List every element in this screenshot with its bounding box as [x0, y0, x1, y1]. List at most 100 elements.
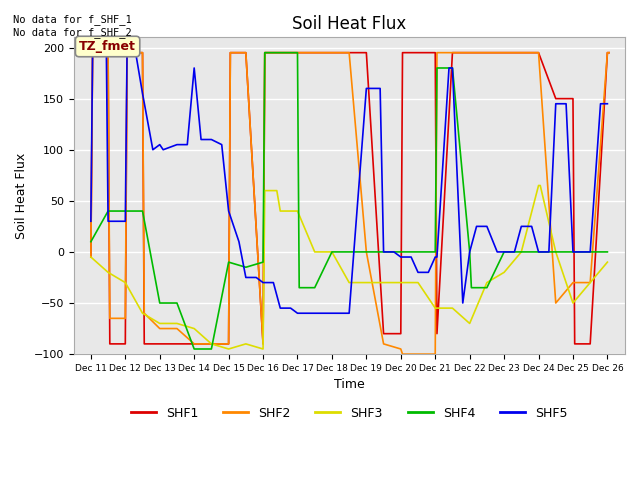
SHF2	[106, 315, 114, 321]
SHF4	[225, 259, 232, 265]
SHF2	[414, 351, 422, 357]
Line: SHF4: SHF4	[91, 53, 607, 349]
SHF4	[397, 249, 404, 255]
SHF2	[242, 50, 250, 56]
SHF2	[225, 341, 232, 347]
SHF1	[483, 50, 491, 56]
SHF2	[569, 280, 577, 286]
SHF3	[87, 254, 95, 260]
SHF3	[586, 280, 594, 286]
SHF4	[328, 249, 336, 255]
SHF1	[449, 50, 456, 56]
SHF1	[259, 341, 267, 347]
SHF1	[569, 96, 577, 102]
SHF3	[156, 321, 164, 326]
SHF4	[296, 285, 303, 290]
SHF4	[346, 249, 353, 255]
SHF3	[190, 325, 198, 331]
SHF2	[140, 311, 148, 316]
SHF2	[156, 325, 164, 331]
SHF2	[311, 50, 319, 56]
SHF1	[123, 50, 131, 56]
SHF5	[294, 311, 301, 316]
Line: SHF5: SHF5	[91, 53, 607, 313]
SHF2	[259, 341, 267, 347]
SHF4	[122, 208, 129, 214]
SHF5	[604, 101, 611, 107]
SHF3	[362, 280, 370, 286]
SHF2	[433, 50, 441, 56]
SHF4	[380, 249, 387, 255]
Line: SHF1: SHF1	[91, 53, 609, 344]
SHF1	[552, 96, 559, 102]
SHF4	[259, 259, 267, 265]
SHF3	[276, 208, 284, 214]
SHF3	[242, 341, 250, 347]
SHF2	[227, 50, 234, 56]
SHF2	[604, 50, 611, 56]
SHF4	[311, 285, 319, 290]
SHF1	[362, 50, 370, 56]
SHF2	[534, 50, 542, 56]
SHF4	[156, 300, 164, 306]
X-axis label: Time: Time	[334, 378, 365, 391]
Text: No data for f_SHF_1
No data for f_SHF_2: No data for f_SHF_1 No data for f_SHF_2	[13, 14, 132, 38]
SHF1	[414, 50, 422, 56]
SHF1	[106, 341, 114, 347]
SHF4	[431, 249, 439, 255]
SHF4	[500, 249, 508, 255]
SHF1	[466, 50, 474, 56]
SHF4	[87, 239, 95, 245]
SHF4	[449, 65, 456, 71]
SHF2	[346, 50, 353, 56]
SHF3	[518, 249, 525, 255]
SHF3	[273, 188, 281, 193]
SHF3	[431, 305, 439, 311]
SHF1	[431, 50, 439, 56]
SHF1	[140, 341, 148, 347]
SHF4	[362, 249, 370, 255]
SHF1	[242, 50, 250, 56]
SHF5	[173, 142, 181, 147]
SHF4	[468, 285, 476, 290]
SHF2	[123, 50, 131, 56]
SHF3	[449, 305, 456, 311]
SHF2	[104, 50, 112, 56]
SHF1	[518, 50, 525, 56]
Legend: SHF1, SHF2, SHF3, SHF4, SHF5: SHF1, SHF2, SHF3, SHF4, SHF5	[125, 402, 573, 424]
SHF3	[552, 249, 559, 255]
SHF3	[414, 280, 422, 286]
SHF2	[399, 351, 406, 357]
SHF1	[104, 50, 112, 56]
SHF1	[433, 331, 441, 336]
SHF5	[259, 280, 267, 286]
SHF4	[173, 300, 181, 306]
SHF3	[294, 208, 301, 214]
SHF1	[190, 341, 198, 347]
SHF2	[122, 315, 129, 321]
SHF1	[328, 50, 336, 56]
SHF4	[294, 50, 301, 56]
SHF3	[104, 269, 112, 275]
SHF1	[311, 50, 319, 56]
Title: Soil Heat Flux: Soil Heat Flux	[292, 15, 406, 33]
SHF2	[87, 254, 95, 260]
SHF1	[500, 50, 508, 56]
SHF2	[294, 50, 301, 56]
Line: SHF2: SHF2	[91, 53, 609, 354]
SHF1	[87, 254, 95, 260]
SHF4	[586, 249, 594, 255]
SHF4	[261, 50, 269, 56]
SHF2	[89, 50, 97, 56]
SHF2	[380, 341, 387, 347]
SHF3	[397, 280, 404, 286]
SHF1	[399, 50, 406, 56]
SHF4	[190, 346, 198, 352]
SHF3	[536, 182, 544, 188]
SHF1	[276, 50, 284, 56]
SHF4	[139, 208, 147, 214]
SHF4	[604, 249, 611, 255]
SHF4	[552, 249, 559, 255]
SHF2	[483, 50, 491, 56]
SHF2	[276, 50, 284, 56]
